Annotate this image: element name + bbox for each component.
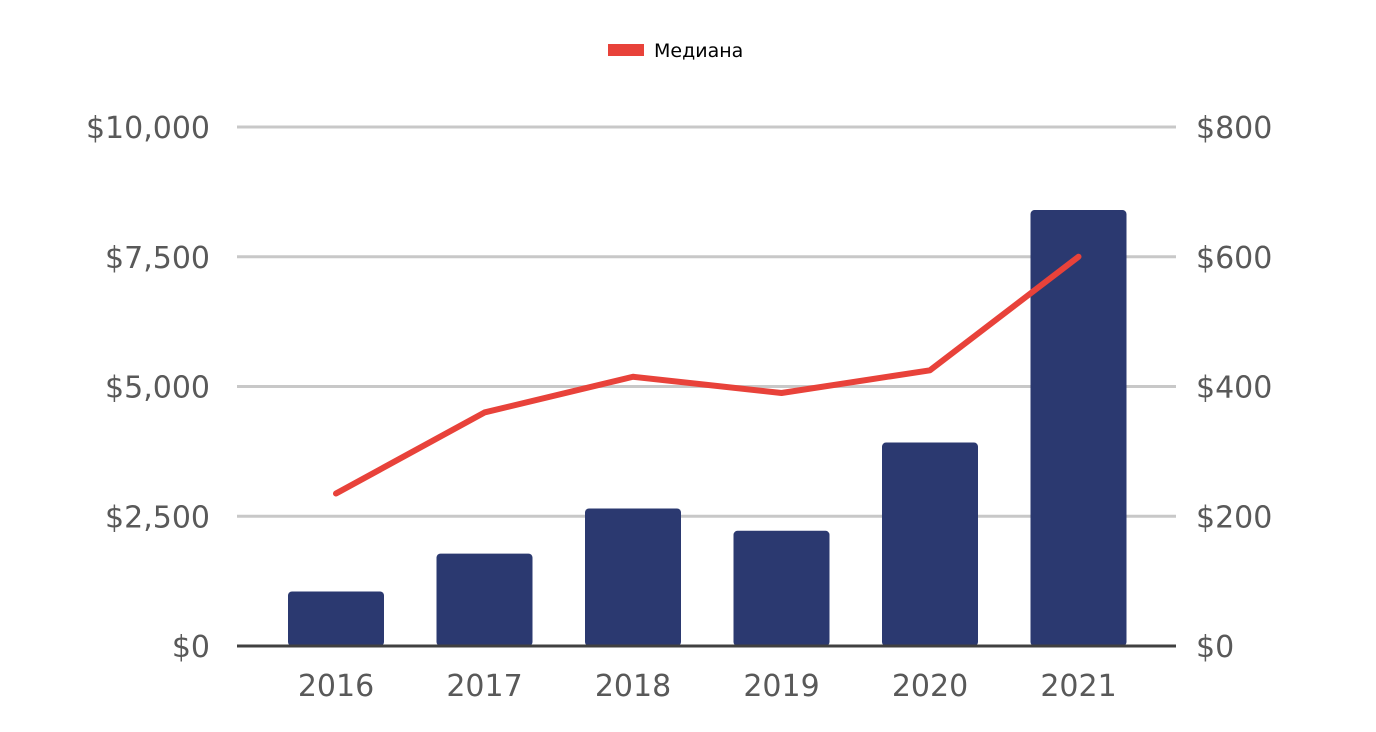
left-y-tick-label: $7,500 <box>105 241 210 276</box>
median-line-series <box>333 253 1082 497</box>
bar-series <box>288 210 1127 647</box>
right-y-tick-label: $800 <box>1196 111 1272 146</box>
left-y-tick-label: $10,000 <box>86 111 210 146</box>
x-tick-label: 2019 <box>743 669 819 704</box>
right-y-axis: $0 $200 $400 $600 $800 <box>1196 111 1272 665</box>
bar <box>288 591 384 646</box>
left-y-tick-label: $5,000 <box>105 371 210 406</box>
legend-swatch-median <box>608 44 644 56</box>
right-y-tick-label: $600 <box>1196 241 1272 276</box>
x-tick-label: 2021 <box>1040 669 1116 704</box>
x-tick-label: 2018 <box>595 669 671 704</box>
x-axis: 2016 2017 2018 2019 2020 2021 <box>298 669 1117 704</box>
gridlines <box>237 125 1176 518</box>
x-tick-label: 2020 <box>892 669 968 704</box>
median-line <box>333 253 1082 497</box>
legend-label-median: Медиана <box>654 40 743 62</box>
x-tick-label: 2016 <box>298 669 374 704</box>
x-tick-label: 2017 <box>446 669 522 704</box>
left-y-axis: $0 $2,500 $5,000 $7,500 $10,000 <box>86 111 210 665</box>
bar <box>436 553 533 646</box>
left-y-tick-label: $2,500 <box>105 500 210 535</box>
bar <box>1030 210 1127 647</box>
right-y-tick-label: $400 <box>1196 371 1272 406</box>
legend: Медиана <box>608 40 743 62</box>
right-y-tick-label: $200 <box>1196 500 1272 535</box>
bar <box>585 508 681 646</box>
left-y-tick-label: $0 <box>172 630 210 665</box>
bar <box>882 442 978 646</box>
bar <box>733 530 830 646</box>
right-y-tick-label: $0 <box>1196 630 1234 665</box>
